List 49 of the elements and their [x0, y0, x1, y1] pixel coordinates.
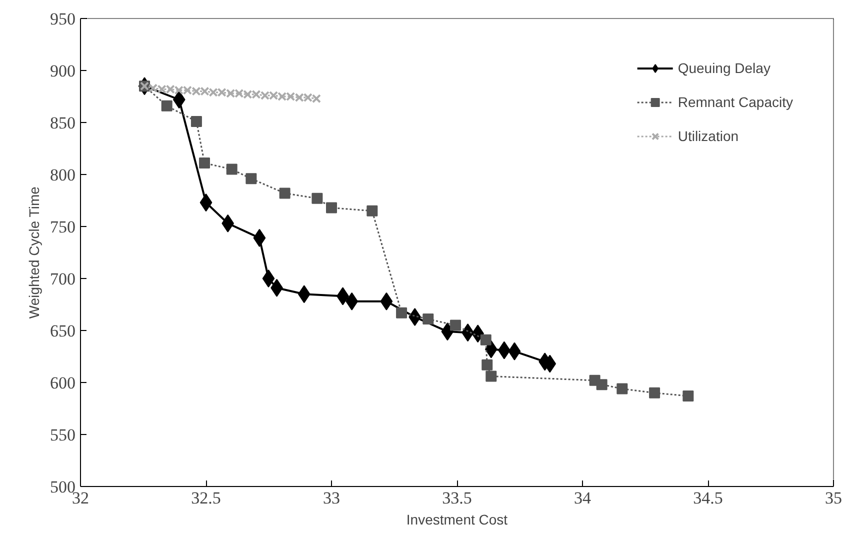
- point: [312, 192, 323, 204]
- point: [682, 390, 694, 402]
- point: [172, 90, 186, 109]
- x-axis-title: Investment Cost: [406, 512, 508, 528]
- point: [198, 158, 210, 169]
- legend-label: Utilization: [678, 128, 739, 144]
- point: [649, 387, 660, 398]
- point: [422, 314, 434, 325]
- point: [508, 342, 521, 360]
- point: [246, 173, 257, 184]
- x-tick-label: 34: [574, 488, 592, 508]
- point: [279, 188, 290, 199]
- point: [486, 370, 497, 382]
- point: [380, 292, 393, 310]
- y-tick-label: 500: [50, 478, 76, 496]
- x-tick-label: 33: [323, 488, 340, 508]
- y-tick-label: 850: [50, 114, 76, 132]
- x-tick-label: 34.5: [693, 488, 723, 508]
- point: [482, 359, 493, 370]
- point: [326, 202, 337, 214]
- point: [190, 116, 202, 127]
- legend-label: Queuing Delay: [678, 60, 770, 76]
- point: [616, 383, 628, 394]
- legend-label: Remnant Capacity: [678, 94, 793, 110]
- y-axis-title: Weighted Cycle Time: [26, 186, 42, 319]
- y-tick-label: 950: [50, 10, 76, 28]
- point: [450, 320, 461, 331]
- y-tick-label: 600: [50, 374, 76, 392]
- y-tick-label: 750: [50, 218, 76, 236]
- point: [253, 228, 266, 247]
- y-tick-label: 550: [50, 426, 76, 444]
- point: [222, 214, 234, 232]
- point: [366, 205, 378, 216]
- point: [441, 322, 454, 341]
- x-tick-label: 33.5: [442, 488, 472, 508]
- x-tick-label: 32.5: [191, 488, 221, 508]
- point: [226, 164, 238, 175]
- x-tick-label: 35: [825, 488, 842, 508]
- point: [396, 307, 408, 318]
- point: [596, 379, 608, 390]
- point: [480, 334, 492, 346]
- point: [262, 270, 275, 288]
- y-tick-label: 800: [50, 166, 76, 184]
- y-tick-label: 900: [50, 62, 76, 80]
- point: [298, 285, 310, 304]
- point: [200, 194, 212, 212]
- y-tick-label: 700: [50, 270, 76, 288]
- y-tick-label: 650: [50, 322, 76, 340]
- point: [161, 100, 172, 112]
